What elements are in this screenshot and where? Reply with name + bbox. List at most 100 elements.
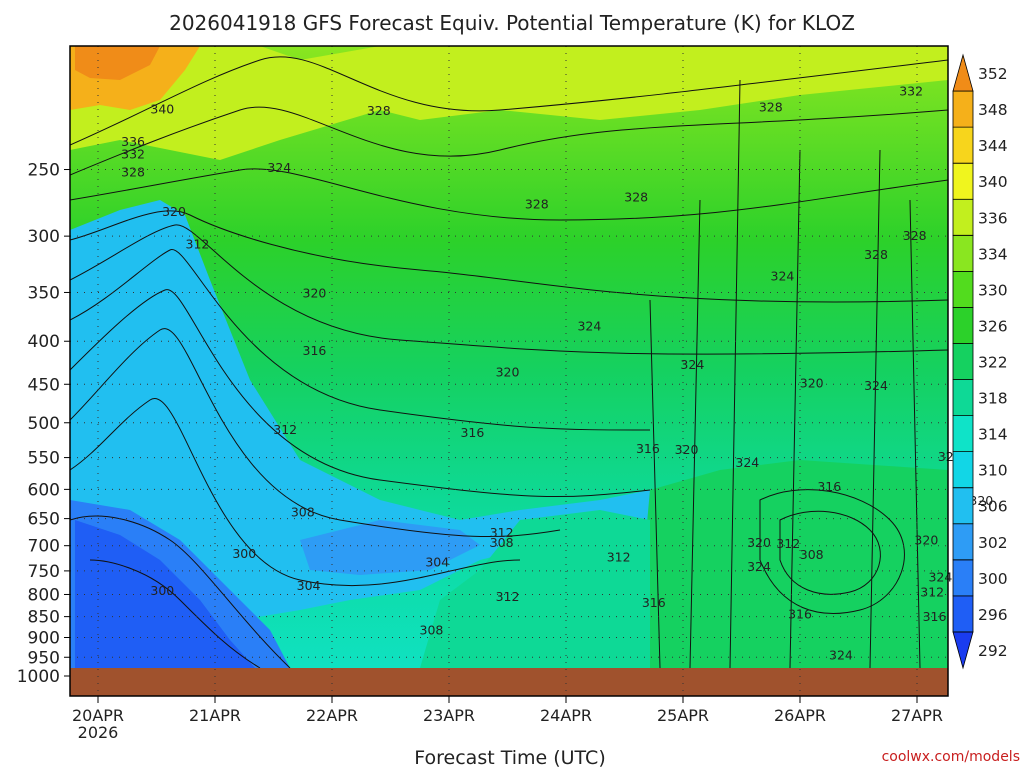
contour-label: 324 <box>735 455 759 470</box>
contour-label: 320 <box>914 532 938 547</box>
svg-text:324: 324 <box>829 648 853 663</box>
contour-label: 320 <box>800 375 824 390</box>
svg-text:312: 312 <box>607 550 631 565</box>
svg-text:312: 312 <box>776 536 800 551</box>
field-region-cyan-tongue <box>70 200 655 620</box>
svg-text:300: 300 <box>150 583 174 598</box>
svg-text:316: 316 <box>788 606 812 621</box>
svg-text:328: 328 <box>121 164 145 179</box>
x-tick-label: 20APR <box>72 706 124 725</box>
colorbar-label: 322 <box>978 354 1008 372</box>
svg-text:328: 328 <box>624 190 648 205</box>
svg-text:308: 308 <box>291 504 315 519</box>
y-tick-label: 700 <box>28 537 60 557</box>
x-axis-title: Forecast Time (UTC) <box>414 747 605 768</box>
colorbar-swatch <box>952 234 974 272</box>
colorbar-swatch <box>952 487 974 525</box>
colorbar-label: 352 <box>978 65 1008 83</box>
x-tick-label: 22APR <box>306 706 358 725</box>
contour-label: 324 <box>771 268 795 283</box>
svg-text:324: 324 <box>577 318 601 333</box>
colorbar-label: 340 <box>978 173 1008 191</box>
colorbar-label: 302 <box>978 534 1008 552</box>
svg-text:320: 320 <box>969 493 993 508</box>
contour-label: 324 <box>747 559 771 574</box>
y-tick-label: 300 <box>28 227 60 247</box>
svg-text:332: 332 <box>121 147 145 162</box>
colorbar-swatch <box>952 631 974 670</box>
colorbar-label: 348 <box>978 101 1008 119</box>
colorbar-swatch <box>952 343 974 380</box>
colorbar-label: 314 <box>978 426 1008 444</box>
x-tick-label: 23APR <box>423 706 475 725</box>
svg-text:304: 304 <box>425 555 449 570</box>
colorbar-label: 330 <box>978 281 1008 299</box>
contour-line <box>70 56 948 146</box>
contour-label: 308 <box>291 504 315 519</box>
svg-text:340: 340 <box>150 101 174 116</box>
x-tick-label: 25APR <box>657 706 709 725</box>
contour-label: 332 <box>899 84 923 99</box>
contour-line <box>70 224 948 355</box>
contour-label: 324 <box>829 648 853 663</box>
contour-label: 316 <box>303 343 327 358</box>
colorbar: 292 296 300 302 306 310 314 318 322 326 330 334 336 3… <box>952 53 1008 670</box>
contour-label: 316 <box>460 425 484 440</box>
colorbar-swatch <box>952 162 974 200</box>
svg-text:324: 324 <box>680 357 704 372</box>
contour-label: 328 <box>759 100 783 115</box>
svg-text:324: 324 <box>747 559 771 574</box>
svg-text:308: 308 <box>800 547 824 562</box>
contour-label: 308 <box>420 623 444 638</box>
y-tick-label: 450 <box>28 375 60 395</box>
colorbar-label: 326 <box>978 317 1008 335</box>
contour-label: 316 <box>923 609 947 624</box>
contour-label: 320 <box>969 493 993 508</box>
svg-text:312: 312 <box>496 589 520 604</box>
svg-text:324: 324 <box>771 268 795 283</box>
contour-line <box>70 515 291 669</box>
svg-text:328: 328 <box>367 103 391 118</box>
colorbar-swatch <box>952 559 974 597</box>
contour-line <box>70 106 948 176</box>
x-tick-label: 24APR <box>540 706 592 725</box>
contour-label: 328 <box>624 190 648 205</box>
colorbar-label: 296 <box>978 606 1008 624</box>
colorbar-label: 336 <box>978 209 1008 227</box>
x-axis-sub-label: 2026 <box>78 723 119 742</box>
contour-label: 324 <box>577 318 601 333</box>
svg-text:308: 308 <box>420 623 444 638</box>
ground-surface <box>70 668 948 696</box>
svg-text:312: 312 <box>273 422 297 437</box>
contour-label: 328 <box>864 247 888 262</box>
field-region-green-surface <box>640 460 948 668</box>
chart-title: 2026041918 GFS Forecast Equiv. Potential… <box>169 11 855 35</box>
contour-label: 316 <box>817 479 841 494</box>
colorbar-swatch <box>952 90 974 128</box>
contour-label: 304 <box>425 555 449 570</box>
contour-label: 312 <box>273 422 297 437</box>
contour-line <box>89 559 261 669</box>
svg-text:324: 324 <box>864 378 888 393</box>
contour-label: 328 <box>903 228 927 243</box>
svg-text:328: 328 <box>864 247 888 262</box>
svg-text:332: 332 <box>899 84 923 99</box>
field-region-green-lower <box>420 510 650 668</box>
y-tick-label: 800 <box>28 585 60 605</box>
svg-text:328: 328 <box>525 196 549 211</box>
contour-label: 328 <box>121 164 145 179</box>
contour-label: 320 <box>303 285 327 300</box>
y-tick-label: 350 <box>28 283 60 303</box>
contour-label: 312 <box>776 536 800 551</box>
colorbar-swatch <box>952 198 974 236</box>
colorbar-label: 292 <box>978 642 1008 660</box>
colorbar-swatch <box>952 379 974 416</box>
y-tick-label: 500 <box>28 414 60 434</box>
svg-text:316: 316 <box>460 425 484 440</box>
plot-frame <box>69 45 949 697</box>
contour-label: 320 <box>747 535 771 550</box>
colorbar-swatch <box>952 415 974 453</box>
contour-label: 312 <box>920 585 944 600</box>
